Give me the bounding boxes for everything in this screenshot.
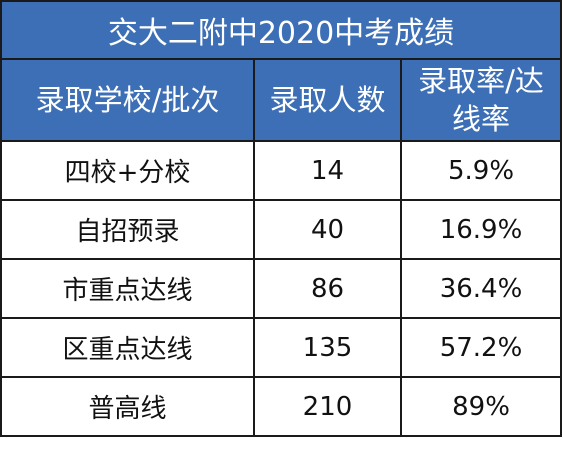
cell: 14 [253,140,402,201]
table-title: 交大二附中2020中考成绩 [0,0,563,60]
data-row: 自招预录 40 16.9% [0,199,563,260]
cell: 16.9% [399,199,563,260]
cell: 135 [253,317,402,378]
cell: 区重点达线 [0,317,255,378]
cell: 40 [253,199,402,260]
header-cell: 录取学校/批次 [0,58,255,142]
cell: 四校+分校 [0,140,255,201]
cell: 86 [253,258,402,319]
table-body: 交大二附中2020中考成绩 录取学校/批次 录取人数 录取率/达线率 四校+分校 14 5… [0,0,563,437]
cell: 57.2% [399,317,563,378]
cell: 210 [253,376,402,437]
cell: 自招预录 [0,199,255,260]
cell: 5.9% [399,140,563,201]
header-cell: 录取率/达线率 [399,58,563,142]
cell: 市重点达线 [0,258,255,319]
title-row: 交大二附中2020中考成绩 [0,0,563,60]
data-row: 区重点达线 135 57.2% [0,317,563,378]
cell: 普高线 [0,376,255,437]
data-row: 四校+分校 14 5.9% [0,140,563,201]
cell: 89% [399,376,563,437]
header-row: 录取学校/批次 录取人数 录取率/达线率 [0,58,563,142]
cell: 36.4% [399,258,563,319]
score-table: 交大二附中2020中考成绩 录取学校/批次 录取人数 录取率/达线率 四校+分校 14 5… [0,0,563,437]
data-row: 普高线 210 89% [0,376,563,437]
data-row: 市重点达线 86 36.4% [0,258,563,319]
header-cell: 录取人数 [253,58,402,142]
